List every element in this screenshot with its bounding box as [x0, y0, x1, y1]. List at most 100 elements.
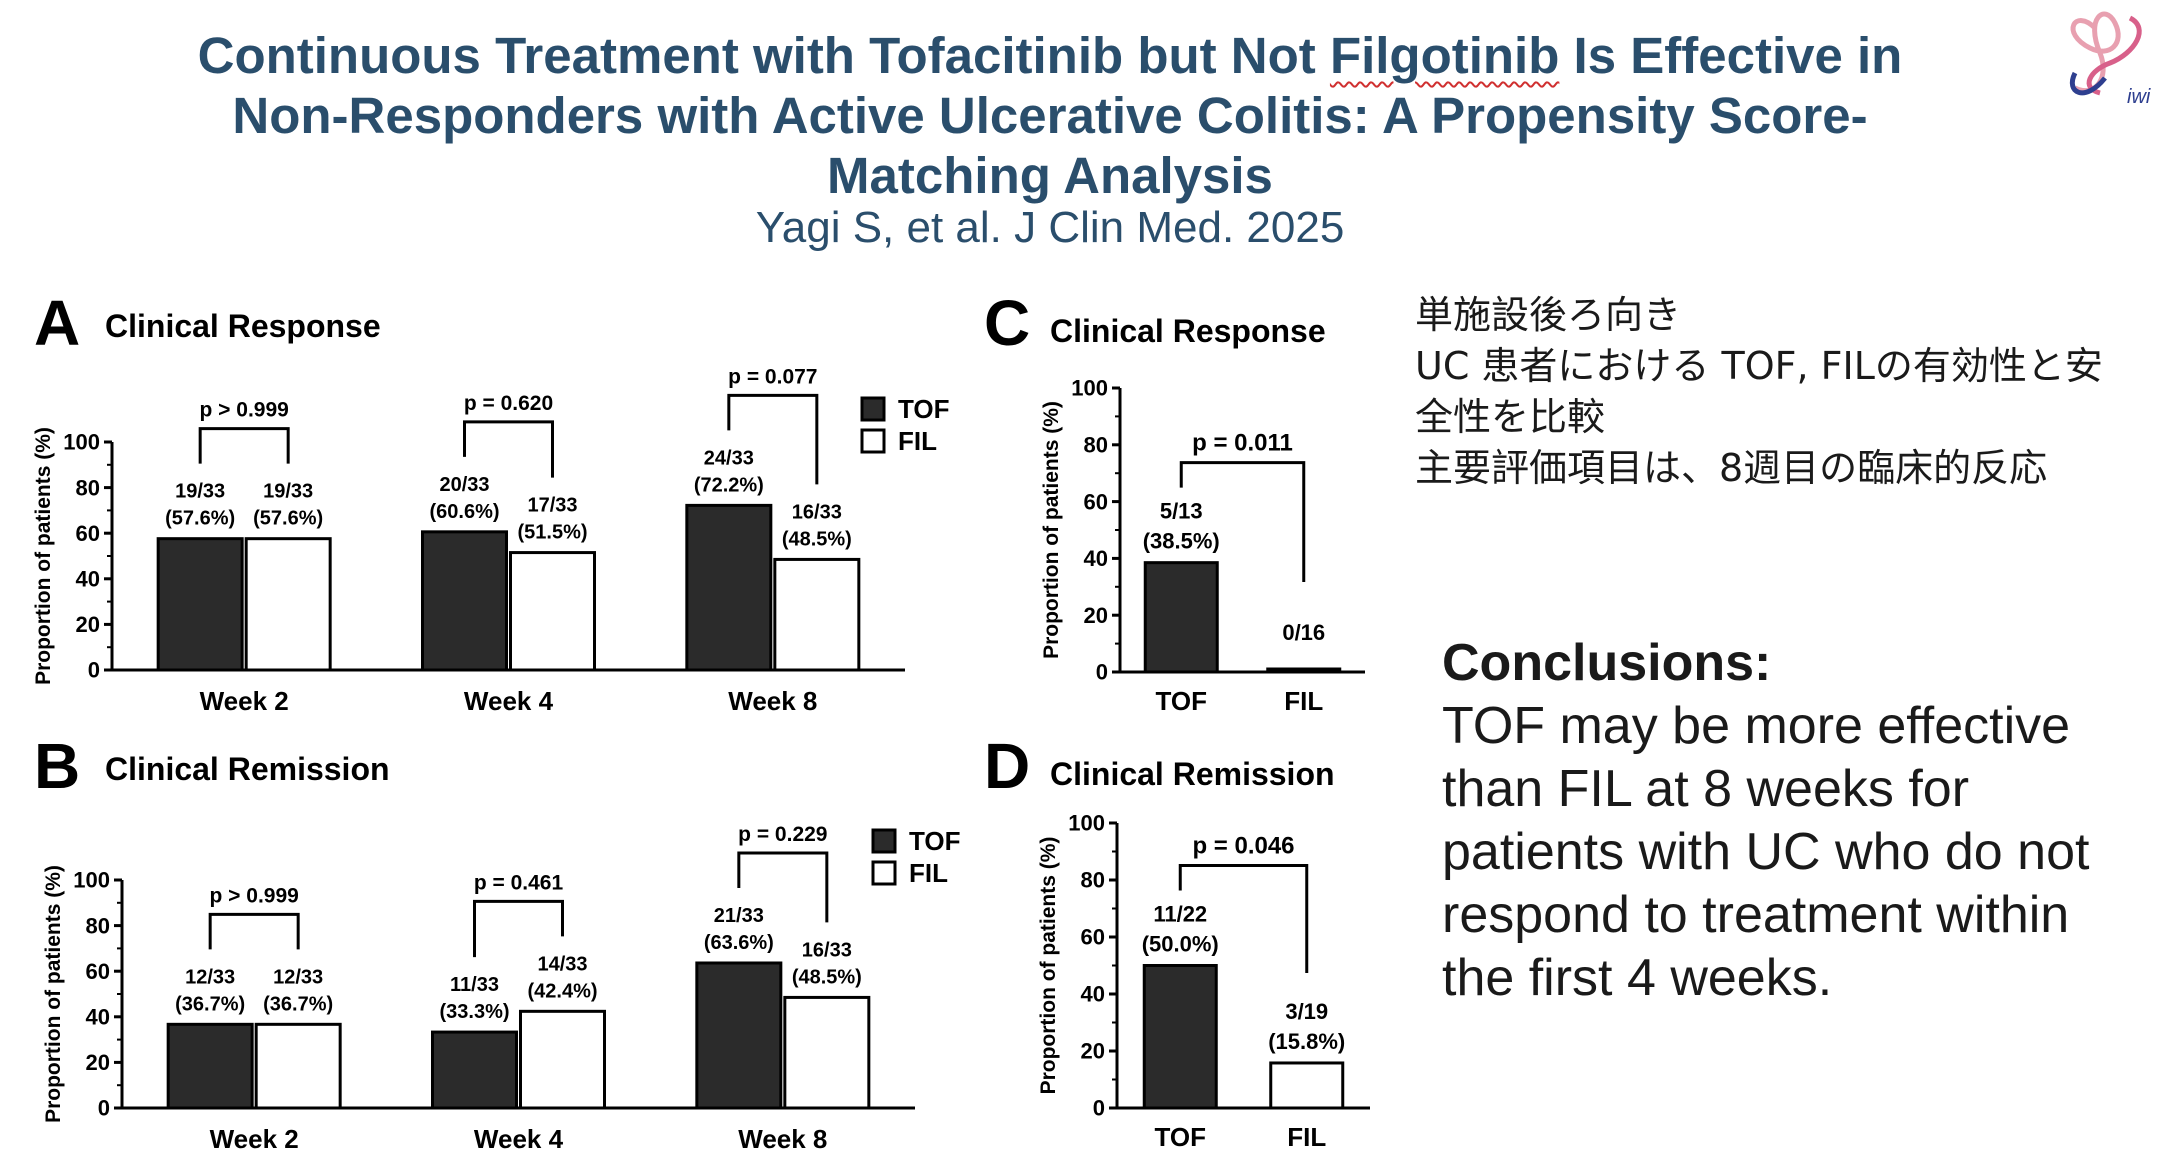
x-tick-label: Week 2 [210, 1124, 299, 1154]
x-tick-label: TOF [1154, 1122, 1206, 1152]
y-axis-title: Proportion of patients (%) [1040, 401, 1063, 659]
y-tick-label: 80 [1084, 433, 1108, 458]
data-label-count: 11/22 [1153, 902, 1207, 927]
citation: Yagi S, et al. J Clin Med. 2025 [755, 203, 1345, 252]
chart-title: Clinical Remission [105, 751, 390, 787]
conclusion-line: respond to treatment within [1442, 886, 2070, 944]
data-label-count: 17/33 [527, 495, 577, 517]
chart-panel-a: A Clinical Response 0 20 40 60 80 100 Proportion… [32, 287, 950, 716]
y-tick-label: 100 [73, 868, 110, 893]
x-tick-label: Week 8 [728, 686, 817, 716]
title-line-1: Continuous Treatment with Tofacitinib bu… [197, 27, 1903, 84]
p-value-label: p = 0.229 [738, 823, 827, 846]
y-tick-label: 80 [1081, 868, 1105, 893]
y-tick-label: 80 [86, 913, 110, 938]
bar-fil [783, 995, 871, 1110]
chart-panel-b: B Clinical Remission 0 20 40 60 80 100 Proportio… [34, 730, 961, 1154]
bar-tof [1142, 964, 1218, 1110]
logo-text: iwi [2127, 86, 2151, 108]
bar-tof [685, 503, 773, 672]
note-line: 単施設後ろ向き [1415, 293, 1682, 337]
y-tick-label: 100 [63, 430, 100, 455]
y-tick-label: 100 [1071, 376, 1108, 401]
p-value-label: p = 0.620 [464, 392, 553, 415]
conclusions-heading: Conclusions: [1442, 634, 1772, 692]
p-value-label: p > 0.999 [210, 884, 299, 907]
bar-fil [244, 537, 332, 672]
y-tick-label: 40 [76, 567, 100, 592]
significance-bracket [198, 427, 290, 464]
conclusion-line: than FIL at 8 weeks for [1442, 760, 1970, 818]
significance-bracket [1178, 864, 1309, 973]
data-label-percent: (51.5%) [517, 522, 587, 544]
chart-title: Clinical Response [1050, 313, 1326, 349]
data-label-count: 16/33 [802, 939, 852, 961]
data-label-percent: (36.7%) [263, 993, 333, 1015]
bar-fil [1266, 667, 1342, 674]
y-axis-title: Proportion of patients (%) [32, 427, 55, 685]
y-tick-label: 20 [1081, 1039, 1105, 1064]
note-line: 主要評価項目は、8週目の臨床的反応 [1415, 446, 2048, 490]
bar-fil [773, 557, 861, 672]
significance-bracket [208, 912, 300, 950]
data-label-count: 19/33 [175, 481, 225, 503]
y-tick-label: 0 [88, 658, 100, 683]
ribbon-logo-icon: iwi [2069, 11, 2151, 108]
panel-letter: C [984, 287, 1030, 359]
x-tick-label: TOF [1155, 686, 1207, 716]
data-label-count: 11/33 [450, 974, 499, 996]
legend-swatch-fil [871, 860, 897, 886]
y-tick-label: 0 [1093, 1096, 1105, 1121]
bar-tof [421, 530, 508, 672]
data-label-count: 12/33 [185, 966, 235, 988]
legend-swatch-tof [860, 396, 886, 422]
data-label-percent: (72.2%) [694, 474, 764, 496]
title-line-3: Matching Analysis [827, 147, 1273, 204]
data-label-count: 5/13 [1160, 499, 1203, 524]
conclusion-line: the first 4 weeks. [1442, 949, 1833, 1007]
data-label-percent: (48.5%) [782, 528, 852, 550]
significance-bracket [1179, 461, 1306, 582]
data-label-count: 12/33 [273, 966, 323, 988]
data-label-percent: (57.6%) [165, 508, 235, 530]
note-line: 全性を比較 [1415, 395, 1606, 439]
data-label-percent: (50.0%) [1142, 932, 1219, 957]
data-label-percent: (60.6%) [429, 501, 499, 523]
bar-tof [156, 537, 244, 672]
x-tick-label: Week 2 [200, 686, 289, 716]
y-axis-title: Proportion of patients (%) [42, 865, 65, 1123]
bar-tof [695, 961, 783, 1110]
x-tick-label: FIL [1284, 686, 1323, 716]
x-tick-label: Week 8 [738, 1124, 827, 1154]
legend-swatch-fil [860, 428, 886, 454]
data-label-percent: (33.3%) [439, 1001, 509, 1023]
significance-bracket [463, 420, 554, 478]
y-tick-label: 100 [1068, 811, 1105, 836]
study-notes: 単施設後ろ向き UC 患者における TOF, FILの有効性と安 全性を比較 主… [1415, 290, 2135, 494]
note-line: UC 患者における TOF, FILの有効性と安 [1415, 344, 2103, 388]
bar-tof [166, 1022, 254, 1110]
bar-tof [431, 1030, 518, 1110]
data-label-percent: (57.6%) [253, 508, 323, 530]
bar-tof [1143, 561, 1219, 674]
x-tick-label: Week 4 [464, 686, 554, 716]
bar-fil [1269, 1061, 1345, 1110]
panel-letter: B [34, 730, 80, 802]
data-label-percent: (48.5%) [792, 966, 862, 988]
y-tick-label: 40 [1084, 546, 1108, 571]
chart-title: Clinical Remission [1050, 756, 1335, 792]
legend-label: FIL [898, 426, 937, 456]
bar-fil [509, 551, 596, 672]
legend-label: TOF [898, 394, 950, 424]
conclusion-line: patients with UC who do not [1442, 823, 2090, 881]
data-label-count: 3/19 [1285, 999, 1328, 1024]
data-label-percent: (38.5%) [1143, 529, 1220, 554]
significance-bracket [473, 899, 564, 958]
conclusions-box: Conclusions: TOF may be more effective t… [1442, 632, 2162, 1010]
significance-bracket [737, 851, 829, 923]
p-value-label: p = 0.461 [474, 871, 564, 894]
data-label-count: 21/33 [714, 905, 764, 927]
p-value-label: p > 0.999 [200, 399, 289, 422]
y-tick-label: 60 [76, 521, 100, 546]
conclusion-line: TOF may be more effective [1442, 697, 2071, 755]
